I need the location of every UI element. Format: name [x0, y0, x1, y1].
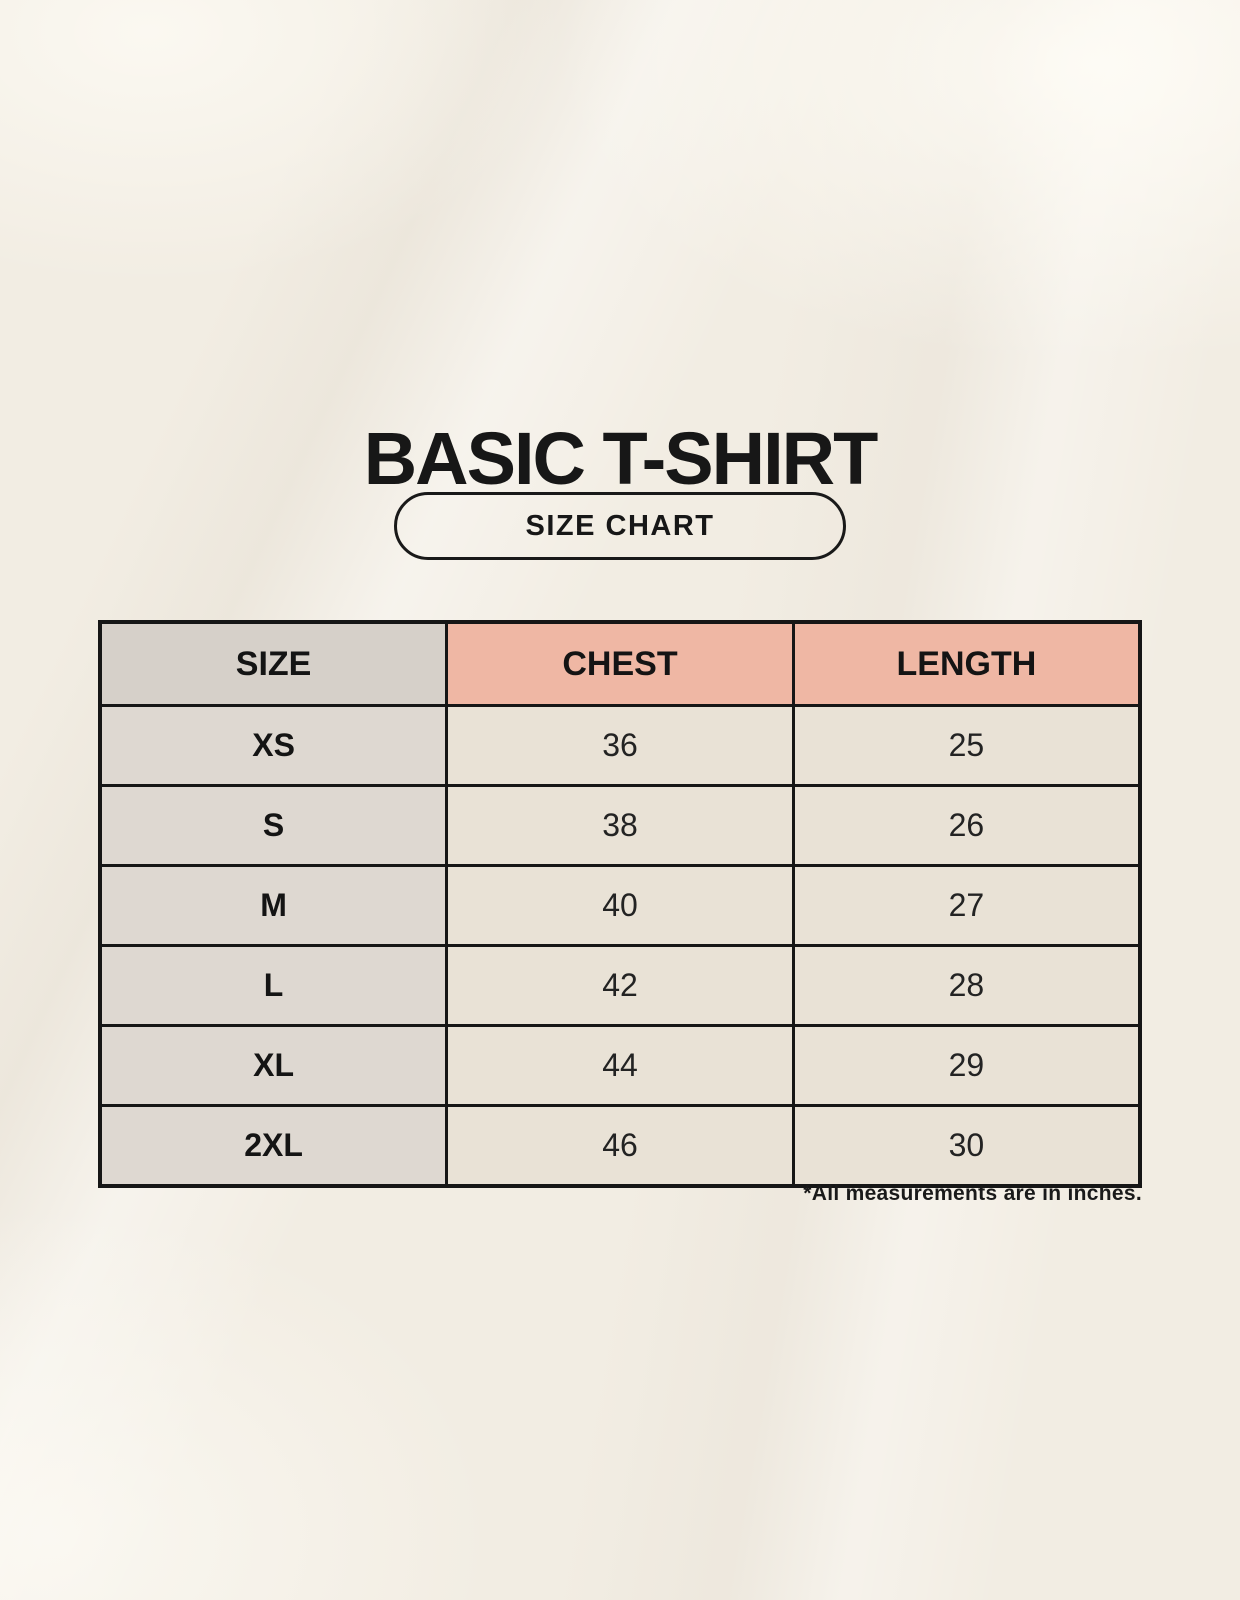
size-label: XS	[98, 704, 449, 787]
table-row: XL 44 29	[98, 1024, 1142, 1107]
chest-value: 44	[445, 1024, 795, 1107]
size-label: XL	[98, 1024, 449, 1107]
chest-value: 42	[445, 944, 795, 1027]
chest-value: 36	[445, 704, 795, 787]
table-row: L 42 28	[98, 944, 1142, 1027]
column-header-size: SIZE	[98, 620, 449, 707]
size-label: L	[98, 944, 449, 1027]
table-row: M 40 27	[98, 864, 1142, 947]
page-title: BASIC T-SHIRT	[363, 416, 879, 500]
table-row: S 38 26	[98, 784, 1142, 867]
length-value: 27	[791, 864, 1142, 947]
size-label: M	[98, 864, 449, 947]
column-header-chest: CHEST	[445, 620, 795, 707]
length-value: 28	[791, 944, 1142, 1027]
size-chart-badge-label: SIZE CHART	[525, 509, 715, 542]
column-header-length: LENGTH	[791, 620, 1142, 707]
table-row: 2XL 46 30	[98, 1104, 1142, 1188]
length-value: 26	[791, 784, 1142, 867]
size-label: S	[98, 784, 449, 867]
length-value: 30	[791, 1104, 1142, 1188]
chest-value: 46	[445, 1104, 795, 1188]
length-value: 25	[791, 704, 1142, 787]
measurements-footnote: *All measurements are in inches.	[803, 1182, 1142, 1205]
size-chart-table-container: SIZE CHEST LENGTH XS 36 25 S 38 26 M	[98, 620, 1142, 1188]
size-chart-table: SIZE CHEST LENGTH XS 36 25 S 38 26 M	[98, 620, 1142, 1188]
size-label: 2XL	[98, 1104, 449, 1188]
length-value: 29	[791, 1024, 1142, 1107]
size-chart-badge: SIZE CHART	[394, 492, 846, 560]
chest-value: 40	[445, 864, 795, 947]
table-header-row: SIZE CHEST LENGTH	[98, 620, 1142, 707]
table-row: XS 36 25	[98, 704, 1142, 787]
chest-value: 38	[445, 784, 795, 867]
